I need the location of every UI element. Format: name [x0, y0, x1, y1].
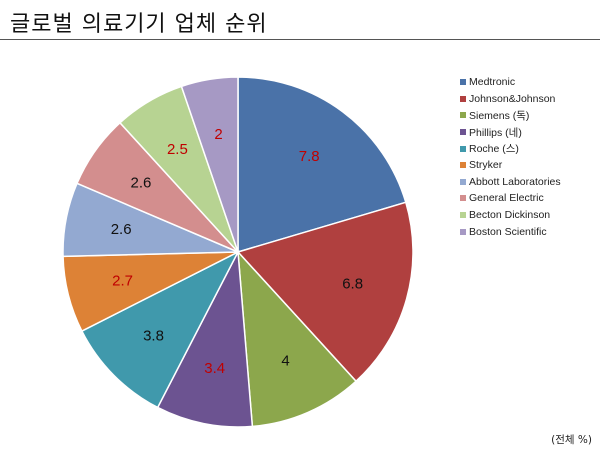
slice-data-label: 7.8: [299, 148, 320, 165]
title-divider: [0, 39, 600, 40]
legend-item: Roche (스): [460, 140, 600, 157]
legend-item: Medtronic: [460, 74, 600, 91]
legend-label: Medtronic: [469, 76, 516, 89]
pie-slice: [237, 249, 358, 428]
legend-swatch: [460, 145, 466, 152]
legend-item: Siemens (독): [460, 107, 600, 124]
legend-swatch: [460, 112, 466, 119]
page-title: 글로벌 의료기기 업체 순위: [10, 12, 268, 37]
slice-data-label: 2.6: [111, 221, 132, 238]
legend-label: Johnson&Johnson: [469, 92, 556, 105]
legend-label: Boston Scientific: [469, 225, 547, 238]
pie-slice: [80, 250, 240, 409]
chart-legend: Medtronic Johnson&Johnson Siemens (독) Phill…: [460, 74, 600, 240]
pie-slices: [62, 76, 414, 428]
slice-data-label: 2.5: [167, 141, 188, 158]
legend-item: Johnson&Johnson: [460, 91, 600, 108]
legend-label: Roche (스): [469, 143, 519, 156]
legend-swatch: [460, 129, 466, 136]
unit-note: (전체 %): [551, 434, 592, 446]
legend-item: Stryker: [460, 157, 600, 174]
legend-swatch: [460, 178, 466, 185]
legend-swatch: [460, 95, 466, 102]
pie-slice: [236, 201, 414, 383]
legend-label: Stryker: [469, 159, 503, 172]
slice-data-label: 3.8: [143, 327, 164, 344]
legend-swatch: [460, 195, 466, 202]
slice-data-label: 4: [281, 353, 289, 370]
slice-data-label: 2.6: [130, 175, 151, 192]
legend-item: Boston Scientific: [460, 223, 600, 240]
legend-swatch: [460, 228, 466, 235]
legend-swatch: [460, 212, 466, 219]
pie-data-labels: 7.8 6.8 4 3.4 3.8 2.7 2.6 2.6 2.5 2: [111, 126, 363, 377]
legend-label: Becton Dickinson: [469, 209, 551, 222]
slice-data-label: 6.8: [342, 275, 363, 292]
legend-swatch: [460, 162, 466, 169]
slice-data-label: 3.4: [204, 360, 225, 377]
legend-item: Abbott Laboratories: [460, 174, 600, 191]
legend-swatch: [460, 79, 466, 86]
legend-label: Abbott Laboratories: [469, 175, 561, 188]
pie-slice: [237, 76, 407, 254]
legend-label: General Electric: [469, 192, 544, 205]
legend-label: Siemens (독): [469, 109, 530, 122]
slice-data-label: 2: [214, 126, 222, 143]
legend-item: Becton Dickinson: [460, 207, 600, 224]
legend-label: Phillips (네): [469, 126, 522, 139]
legend-item: General Electric: [460, 190, 600, 207]
slice-data-label: 2.7: [112, 273, 133, 290]
legend-item: Phillips (네): [460, 124, 600, 141]
pie-slice: [156, 249, 254, 428]
pie-slice: [180, 76, 239, 253]
